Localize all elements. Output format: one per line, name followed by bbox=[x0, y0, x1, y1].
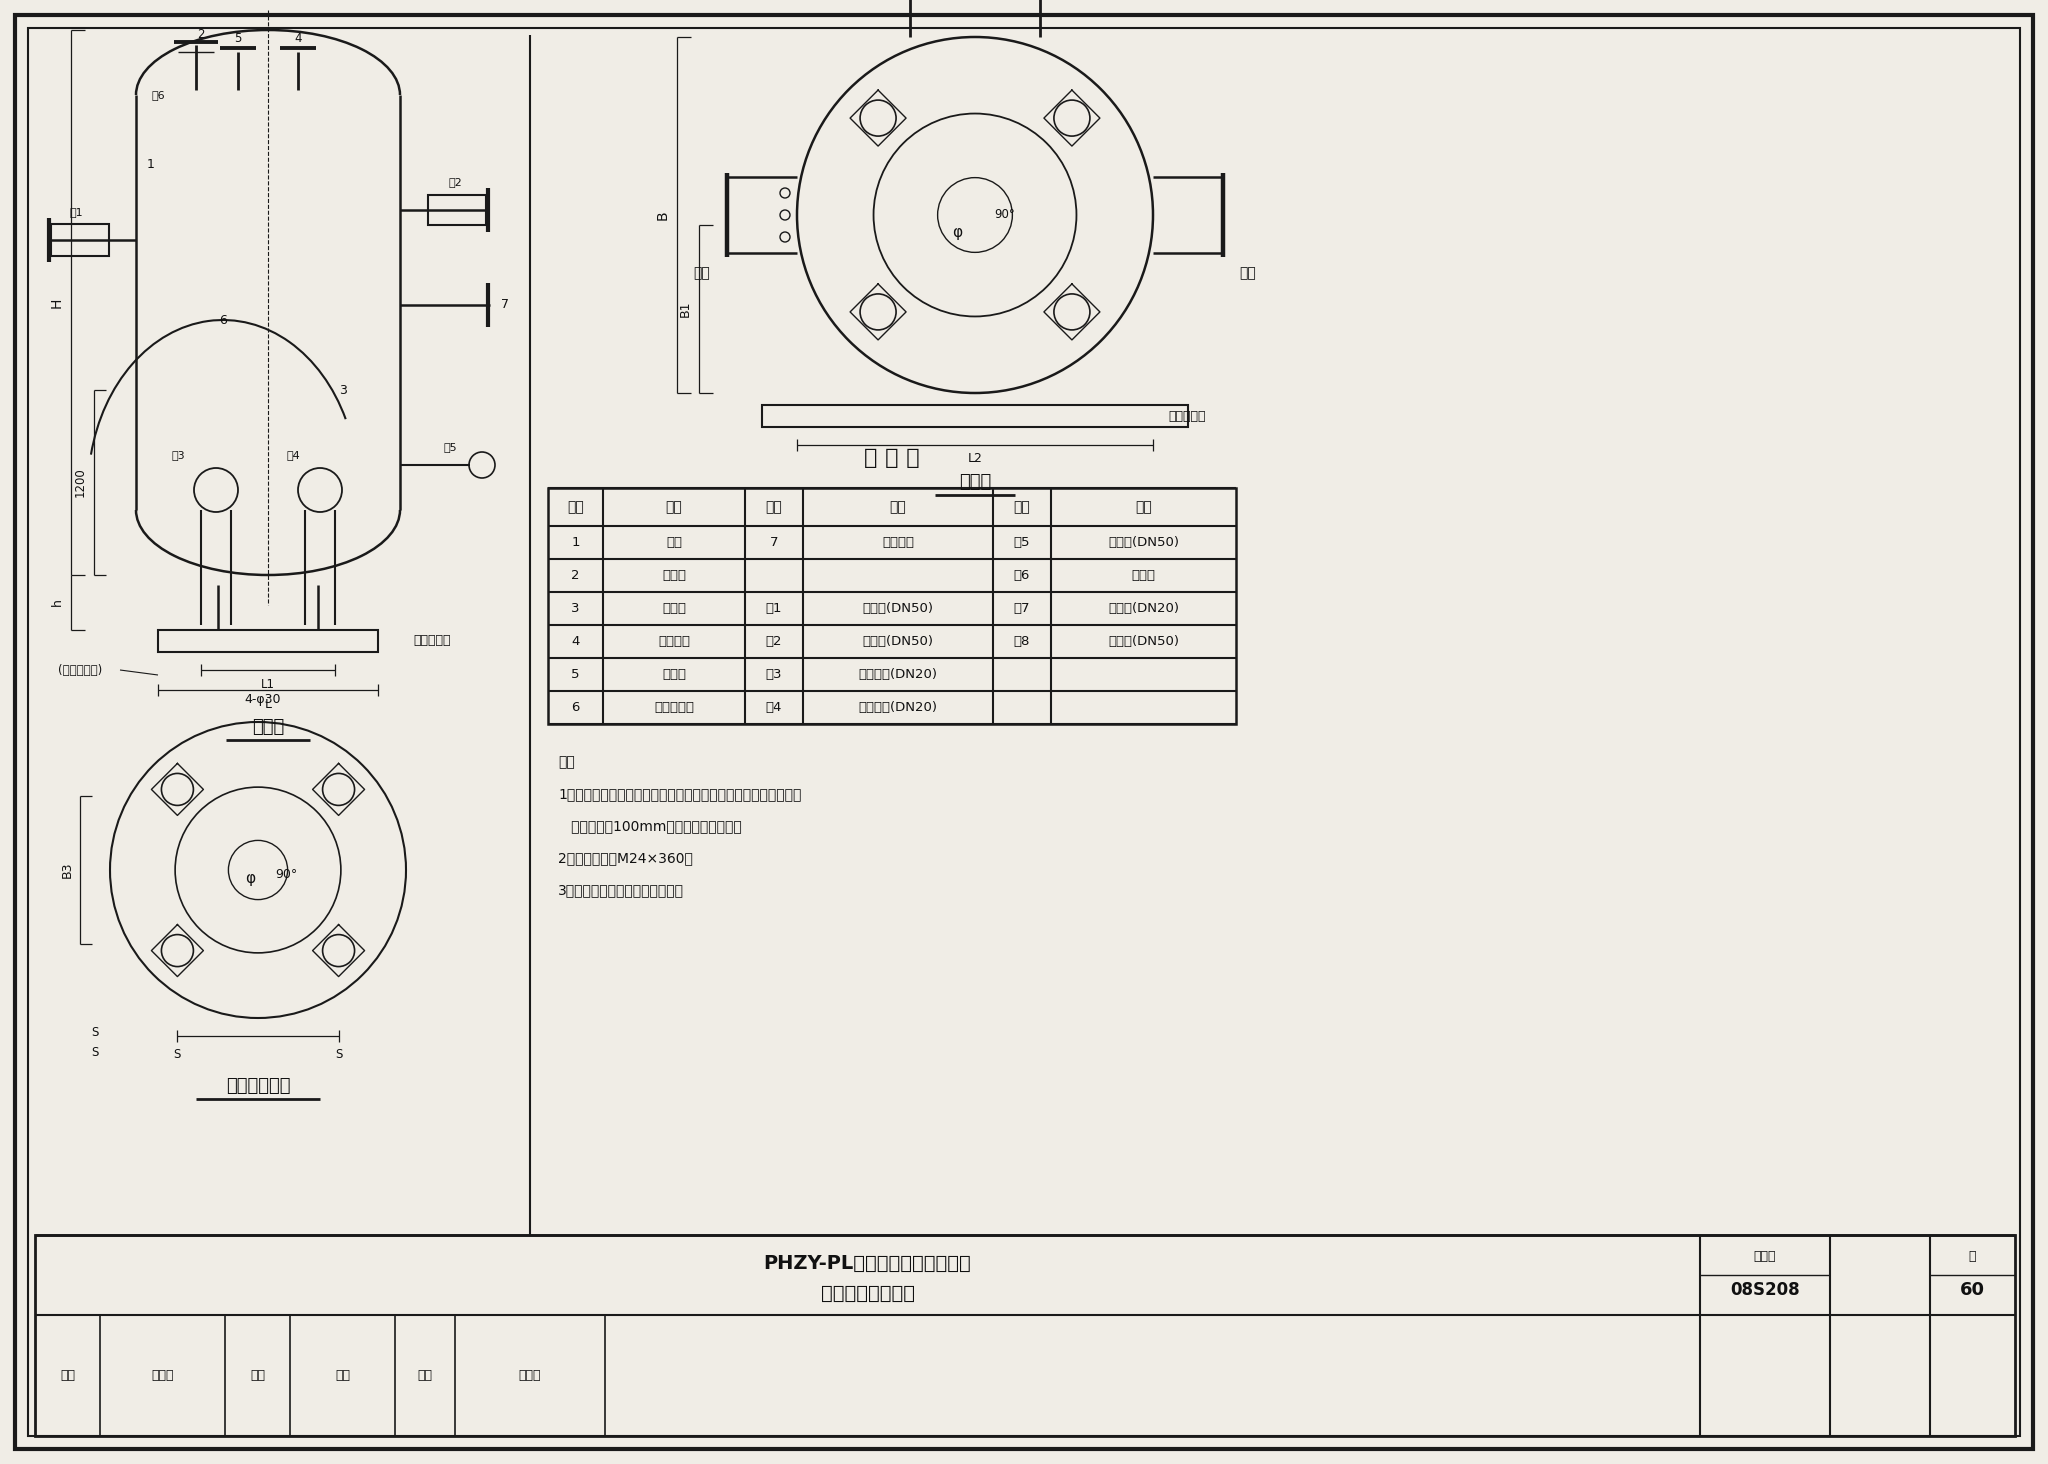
Text: 08S208: 08S208 bbox=[1731, 1281, 1800, 1299]
Text: 名 称 表: 名 称 表 bbox=[864, 448, 920, 468]
Text: 5: 5 bbox=[233, 32, 242, 44]
Text: 阀7: 阀7 bbox=[1014, 602, 1030, 615]
Text: S: S bbox=[92, 1047, 98, 1060]
Text: S: S bbox=[92, 1026, 98, 1039]
Text: S: S bbox=[174, 1048, 180, 1060]
Text: 进口: 进口 bbox=[694, 266, 711, 280]
Text: 阀1: 阀1 bbox=[766, 602, 782, 615]
Text: 罐排气阀(DN20): 罐排气阀(DN20) bbox=[858, 701, 938, 714]
Text: 混凝土基础: 混凝土基础 bbox=[414, 634, 451, 647]
Text: 出口: 出口 bbox=[1239, 266, 1255, 280]
Text: B1: B1 bbox=[678, 300, 692, 318]
Text: 4-φ30: 4-φ30 bbox=[246, 694, 281, 707]
Bar bbox=[549, 488, 1237, 725]
Text: 编号: 编号 bbox=[1014, 501, 1030, 514]
Text: 名称: 名称 bbox=[666, 501, 682, 514]
Text: 3: 3 bbox=[571, 602, 580, 615]
Text: B3: B3 bbox=[61, 862, 74, 878]
Text: 阀1: 阀1 bbox=[70, 206, 82, 217]
Text: 4: 4 bbox=[295, 32, 301, 44]
Text: PHZY-PL立式隔膜型贮罐压力式: PHZY-PL立式隔膜型贮罐压力式 bbox=[764, 1253, 971, 1272]
Text: L1: L1 bbox=[260, 678, 274, 691]
Text: 编号: 编号 bbox=[766, 501, 782, 514]
Text: 刘芳: 刘芳 bbox=[336, 1369, 350, 1382]
Text: 编号: 编号 bbox=[567, 501, 584, 514]
Text: 1200: 1200 bbox=[74, 467, 86, 498]
Text: 4: 4 bbox=[571, 635, 580, 649]
Text: 阀3: 阀3 bbox=[766, 668, 782, 681]
Text: 加液阀(DN20): 加液阀(DN20) bbox=[1108, 602, 1180, 615]
Text: 页: 页 bbox=[1968, 1250, 1976, 1263]
Text: 地脚安装尺寸: 地脚安装尺寸 bbox=[225, 1078, 291, 1095]
Text: 3: 3 bbox=[340, 384, 346, 397]
Text: φ: φ bbox=[952, 225, 963, 240]
Text: 出液管: 出液管 bbox=[662, 668, 686, 681]
Text: 审核: 审核 bbox=[59, 1369, 76, 1382]
Text: 2．地脚螺栓为M24×360。: 2．地脚螺栓为M24×360。 bbox=[557, 851, 692, 865]
Bar bbox=[51, 224, 109, 256]
Text: 1: 1 bbox=[147, 158, 156, 171]
Text: 2: 2 bbox=[571, 569, 580, 583]
Text: 阀2: 阀2 bbox=[449, 177, 463, 187]
Text: 阀6: 阀6 bbox=[1014, 569, 1030, 583]
Text: 戚晓专: 戚晓专 bbox=[152, 1369, 174, 1382]
Text: 面大于等于100mm，顶面可预埋钢板。: 面大于等于100mm，顶面可预埋钢板。 bbox=[557, 818, 741, 833]
Text: 名称: 名称 bbox=[889, 501, 907, 514]
Text: 阀3: 阀3 bbox=[172, 449, 184, 460]
Text: 阀5: 阀5 bbox=[442, 442, 457, 452]
Text: 设计: 设计 bbox=[418, 1369, 432, 1382]
Text: 6: 6 bbox=[571, 701, 580, 714]
Text: 进水阀(DN50): 进水阀(DN50) bbox=[862, 602, 934, 615]
Text: 阀4: 阀4 bbox=[287, 449, 299, 460]
Text: 阀6: 阀6 bbox=[152, 89, 164, 100]
Text: 安全阀: 安全阀 bbox=[1130, 569, 1155, 583]
Text: 3．本图按市售产品的资料编制。: 3．本图按市售产品的资料编制。 bbox=[557, 883, 684, 897]
Text: L: L bbox=[264, 697, 272, 710]
Text: H: H bbox=[49, 297, 63, 307]
Text: 5: 5 bbox=[571, 668, 580, 681]
Text: 混合器管: 混合器管 bbox=[883, 536, 913, 549]
Text: h: h bbox=[51, 599, 63, 606]
Text: 罐排气管: 罐排气管 bbox=[657, 635, 690, 649]
Text: 1．混凝土支墩由结构专业根据设备总重量进行设计，一般高出地: 1．混凝土支墩由结构专业根据设备总重量进行设计，一般高出地 bbox=[557, 788, 801, 801]
Bar bbox=[158, 630, 379, 651]
Text: 7: 7 bbox=[502, 299, 510, 312]
Text: 泡沫比例混合装置: 泡沫比例混合装置 bbox=[821, 1284, 915, 1303]
Text: 阀5: 阀5 bbox=[1014, 536, 1030, 549]
Text: (见具体设计): (见具体设计) bbox=[57, 663, 102, 676]
Text: 正立面: 正立面 bbox=[252, 717, 285, 736]
Text: 6: 6 bbox=[219, 313, 227, 326]
Text: 排水阀(DN50): 排水阀(DN50) bbox=[1108, 536, 1180, 549]
Text: 进水管: 进水管 bbox=[662, 569, 686, 583]
Text: 混凝土基础: 混凝土基础 bbox=[1167, 410, 1206, 423]
Text: 罐体: 罐体 bbox=[666, 536, 682, 549]
Text: 7: 7 bbox=[770, 536, 778, 549]
Text: B: B bbox=[655, 211, 670, 220]
Text: 排水管: 排水管 bbox=[662, 602, 686, 615]
Text: 90°: 90° bbox=[995, 208, 1016, 221]
Text: 侧立面: 侧立面 bbox=[958, 473, 991, 490]
Text: S: S bbox=[336, 1048, 342, 1060]
Text: 注：: 注： bbox=[557, 755, 575, 769]
Text: 阀8: 阀8 bbox=[1014, 635, 1030, 649]
Text: 校对: 校对 bbox=[250, 1369, 264, 1382]
Text: 王世杰: 王世杰 bbox=[518, 1369, 541, 1382]
Text: 1: 1 bbox=[571, 536, 580, 549]
Text: φ: φ bbox=[246, 871, 256, 886]
Text: L2: L2 bbox=[967, 452, 983, 466]
Text: 阀2: 阀2 bbox=[766, 635, 782, 649]
Text: 排液阀(DN50): 排液阀(DN50) bbox=[1108, 635, 1180, 649]
Text: 2: 2 bbox=[197, 28, 205, 41]
Text: 60: 60 bbox=[1960, 1281, 1985, 1299]
Text: 名称: 名称 bbox=[1135, 501, 1151, 514]
Text: 胆内排气管: 胆内排气管 bbox=[653, 701, 694, 714]
Bar bbox=[762, 406, 1188, 427]
Text: 胆排气阀(DN20): 胆排气阀(DN20) bbox=[858, 668, 938, 681]
Text: 阀4: 阀4 bbox=[766, 701, 782, 714]
Text: 90°: 90° bbox=[274, 868, 297, 881]
Bar bbox=[35, 1236, 2015, 1436]
Text: 出液阀(DN50): 出液阀(DN50) bbox=[862, 635, 934, 649]
Text: 图集号: 图集号 bbox=[1753, 1250, 1776, 1263]
Bar bbox=[428, 195, 485, 225]
